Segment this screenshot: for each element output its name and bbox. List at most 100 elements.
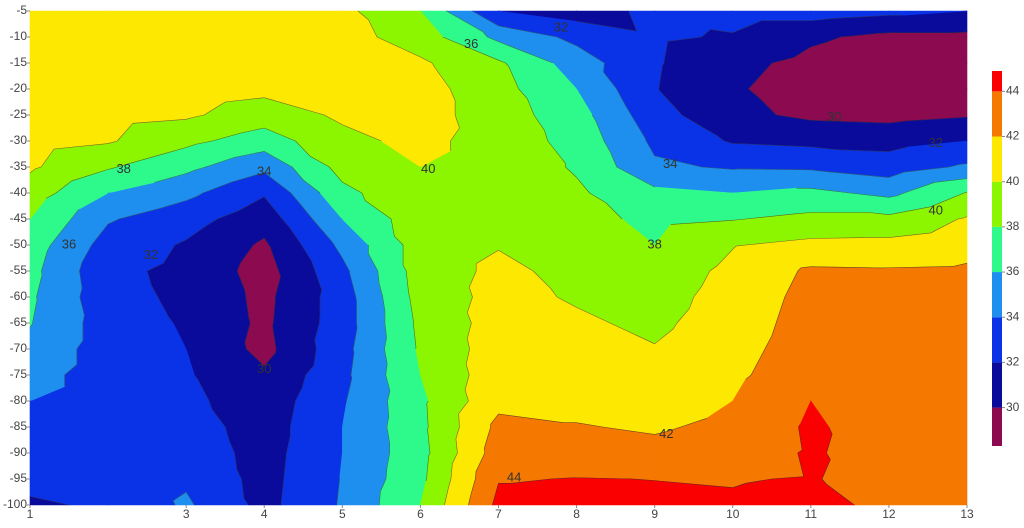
contour-line bbox=[107, 220, 115, 225]
contour-line bbox=[455, 426, 460, 439]
contour-line bbox=[793, 46, 811, 58]
contour-line bbox=[589, 192, 607, 204]
contour-line bbox=[771, 476, 804, 480]
contour-line bbox=[312, 218, 333, 242]
contour-line bbox=[498, 413, 564, 423]
contour-line bbox=[386, 426, 390, 443]
contour-line bbox=[532, 270, 551, 289]
contour-line bbox=[758, 97, 777, 116]
contour-line bbox=[245, 296, 249, 318]
contour-line bbox=[663, 41, 668, 64]
contour-line bbox=[948, 164, 960, 168]
contour-line bbox=[487, 36, 499, 42]
contour-label: 42 bbox=[659, 426, 673, 441]
contour-line bbox=[779, 296, 786, 313]
contour-line bbox=[828, 426, 833, 435]
contour-line bbox=[888, 206, 931, 215]
contour-line bbox=[132, 119, 187, 124]
contour-line bbox=[810, 169, 824, 172]
y-tick-label: -25 bbox=[10, 107, 28, 121]
contour-line bbox=[342, 124, 382, 142]
contour-line bbox=[735, 244, 746, 247]
contour-line bbox=[154, 173, 187, 183]
contour-line bbox=[821, 478, 827, 485]
contour-line bbox=[270, 246, 280, 272]
contour-line bbox=[963, 216, 968, 219]
contour-label: 32 bbox=[144, 247, 158, 262]
contour-line bbox=[342, 257, 350, 272]
contour-line bbox=[382, 296, 386, 312]
contour-label: 34 bbox=[663, 156, 677, 171]
contour-line bbox=[788, 270, 799, 290]
contour-line bbox=[314, 339, 317, 350]
contour-line bbox=[79, 270, 83, 289]
contour-line bbox=[82, 315, 85, 324]
contour-line bbox=[431, 62, 436, 69]
contour-line bbox=[810, 18, 834, 21]
contour-line bbox=[963, 192, 966, 194]
contour-line bbox=[264, 352, 276, 367]
contour-line bbox=[350, 374, 353, 379]
contour-line bbox=[426, 400, 429, 404]
contour-line bbox=[394, 236, 404, 246]
contour-line bbox=[282, 478, 285, 486]
contour-line bbox=[314, 270, 323, 291]
contour-line bbox=[450, 463, 453, 480]
contour-line bbox=[342, 181, 362, 194]
y-tick-label: -60 bbox=[10, 289, 28, 303]
contour-band bbox=[888, 32, 968, 38]
x-tick-label: 11 bbox=[805, 507, 818, 521]
contour-line bbox=[208, 400, 213, 410]
contour-line bbox=[377, 270, 380, 284]
contour-line bbox=[784, 289, 789, 298]
contour-line bbox=[195, 140, 213, 145]
contour-line bbox=[376, 36, 421, 58]
contour-line bbox=[384, 337, 387, 350]
contour-line bbox=[329, 166, 343, 183]
contour-line bbox=[903, 182, 935, 194]
y-tick-label: -20 bbox=[10, 81, 28, 95]
contour-band bbox=[576, 478, 655, 506]
contour-line bbox=[387, 390, 391, 402]
contour-line bbox=[466, 312, 472, 324]
contour-line bbox=[385, 374, 391, 391]
contour-line bbox=[681, 114, 718, 137]
contour-line bbox=[448, 478, 452, 489]
contour-line bbox=[273, 300, 276, 324]
contour-line bbox=[154, 147, 187, 157]
contour-line bbox=[821, 459, 831, 480]
contour-line bbox=[402, 265, 407, 272]
contour-band bbox=[342, 296, 357, 324]
contour-line bbox=[319, 315, 321, 324]
contour-line bbox=[117, 123, 134, 142]
contour-line bbox=[953, 262, 968, 267]
contour-line bbox=[385, 363, 388, 376]
contour-line bbox=[556, 36, 577, 46]
contour-label: 36 bbox=[62, 236, 76, 251]
x-tick-label: 13 bbox=[960, 507, 974, 521]
contour-line bbox=[454, 114, 460, 129]
contour-line bbox=[387, 400, 390, 417]
contour-line bbox=[386, 416, 390, 428]
contour-line bbox=[356, 322, 358, 328]
contour-line bbox=[498, 41, 554, 64]
contour-line bbox=[40, 148, 55, 168]
contour-line bbox=[906, 117, 968, 122]
contour-line bbox=[661, 481, 733, 488]
contour-line bbox=[434, 67, 451, 90]
contour-band bbox=[29, 192, 47, 220]
contour-line bbox=[293, 400, 296, 411]
contour-line bbox=[244, 322, 251, 343]
contour-line bbox=[94, 224, 109, 241]
colorbar-band bbox=[992, 226, 1002, 273]
contour-line bbox=[470, 478, 476, 496]
contour-line bbox=[701, 270, 711, 287]
contour-line bbox=[662, 62, 665, 66]
contour-line bbox=[172, 491, 187, 501]
contour-line bbox=[212, 132, 241, 142]
contour-line bbox=[576, 21, 637, 32]
contour-line bbox=[427, 429, 431, 454]
contour-line bbox=[771, 322, 777, 337]
colorbar-band bbox=[992, 272, 1002, 318]
contour-line bbox=[350, 352, 355, 376]
